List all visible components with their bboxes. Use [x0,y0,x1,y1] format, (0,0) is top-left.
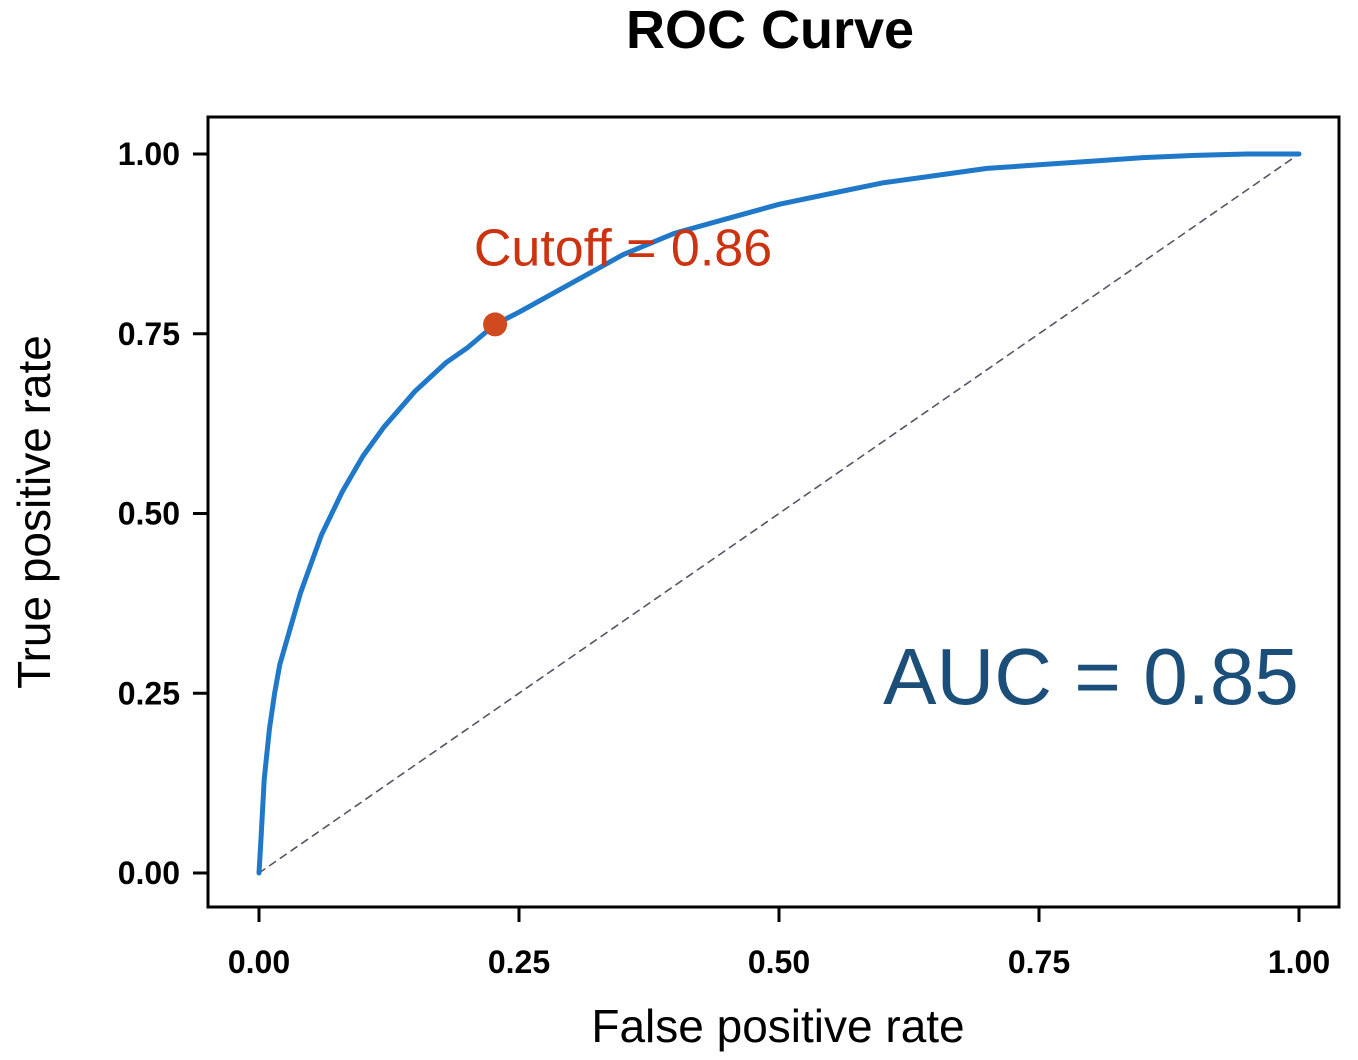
y-axis-label: True positive rate [8,335,60,689]
x-tick-label: 1.00 [1268,944,1330,980]
x-tick-label: 0.00 [228,944,290,980]
y-tick-label: 1.00 [118,136,180,172]
y-tick-label: 0.75 [118,316,180,352]
chance-diagonal-line [258,153,1300,874]
x-tick-label: 0.50 [748,944,810,980]
y-tick-label: 0.25 [118,675,180,711]
cutoff-annotation: Cutoff = 0.86 [474,219,772,277]
x-axis-ticks: 0.00 0.25 0.50 0.75 1.00 [228,907,1330,980]
x-axis-label: False positive rate [591,1000,964,1052]
plot-frame [206,115,1341,909]
x-tick-label: 0.75 [1008,944,1070,980]
y-tick-label: 0.50 [118,496,180,532]
x-tick-label: 0.25 [488,944,550,980]
y-tick-label: 0.00 [118,855,180,891]
cutoff-point-marker [483,312,508,337]
chart-title: ROC Curve [626,0,914,60]
y-axis-ticks: 0.00 0.25 0.50 0.75 1.00 [118,136,208,891]
auc-annotation: AUC = 0.85 [883,632,1299,721]
annotation-layer: Cutoff = 0.86 AUC = 0.85 [474,219,1299,721]
series-layer [256,151,1302,876]
